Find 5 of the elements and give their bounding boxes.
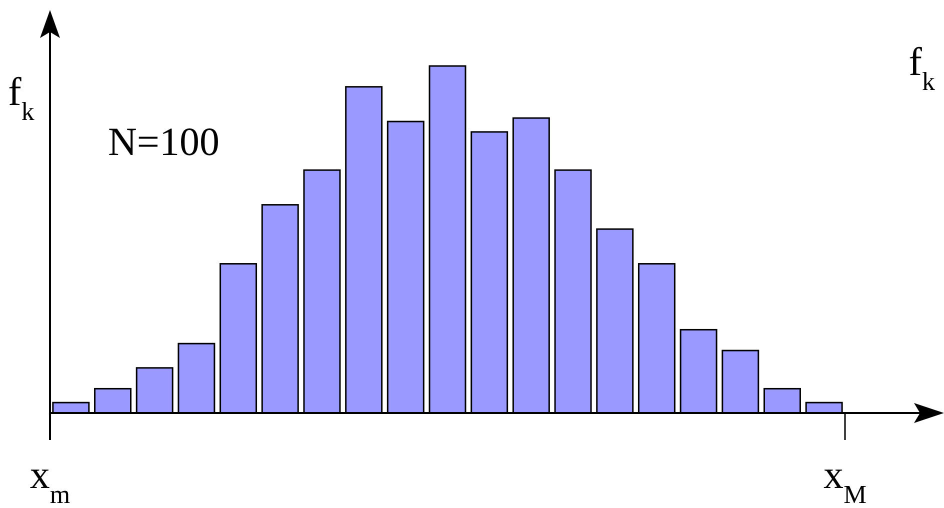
annotation: N=100: [108, 119, 220, 164]
text: x$_{M}$: [823, 452, 867, 508]
y-axis-title: f$_{k}$: [8, 69, 34, 126]
text: f$_{k}$: [908, 39, 935, 96]
text: x$_{m}$: [30, 452, 70, 508]
